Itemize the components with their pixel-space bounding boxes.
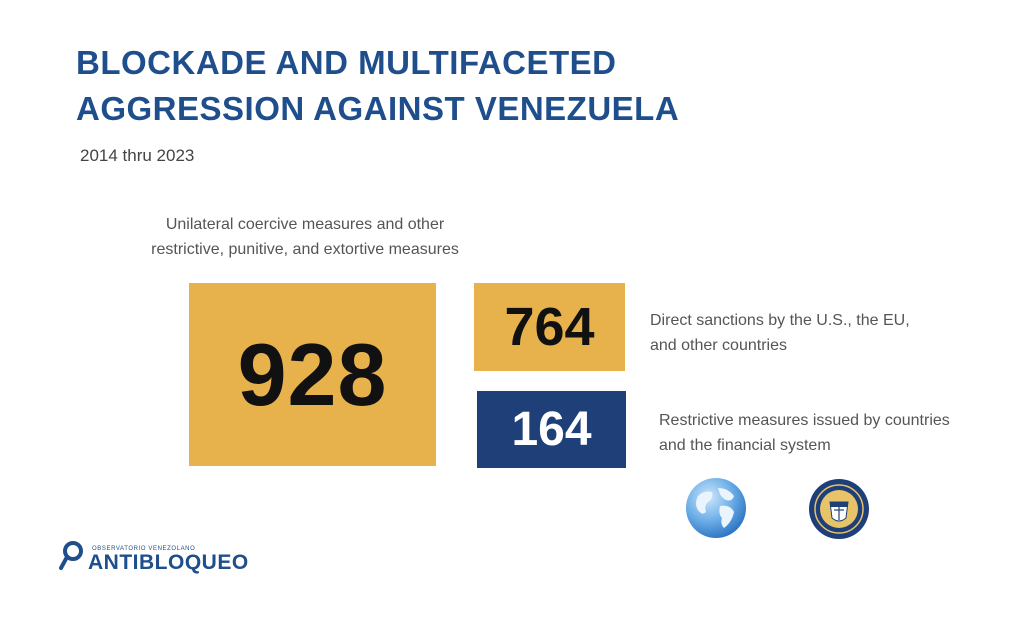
direct-sanctions-value: 764 [504,297,595,357]
main-measure-caption: Unilateral coercive measures and other r… [151,216,459,258]
treasury-seal-icon [809,479,869,539]
direct-sanctions-caption: Direct sanctions by the U.S., the EU, an… [650,312,910,354]
page-title: BLOCKADE AND MULTIFACETED AGGRESSION AGA… [76,40,679,132]
title-line-2: AGGRESSION AGAINST VENEZUELA [76,90,680,127]
title-line-1: BLOCKADE AND MULTIFACETED [76,44,617,81]
logo-main-text: ANTIBLOQUEO [88,551,249,574]
main-measure-box: 928 [189,283,436,466]
restrictive-measures-box: 164 [477,391,626,468]
restrictive-measures-caption: Restrictive measures issued by countries… [659,412,950,454]
restrictive-measures-value: 164 [511,403,592,456]
globe-icon [686,478,746,538]
antibloqueo-logo: OBSERVATORIO VENEZOLANO ANTIBLOQUEO [58,540,249,574]
date-range-subtitle: 2014 thru 2023 [80,146,195,165]
direct-sanctions-box: 764 [474,283,625,371]
main-measure-value: 928 [237,324,388,424]
logo-text: OBSERVATORIO VENEZOLANO ANTIBLOQUEO [88,546,249,574]
magnifier-logo-icon [59,541,83,570]
logo-small-text: OBSERVATORIO VENEZOLANO [92,546,196,552]
